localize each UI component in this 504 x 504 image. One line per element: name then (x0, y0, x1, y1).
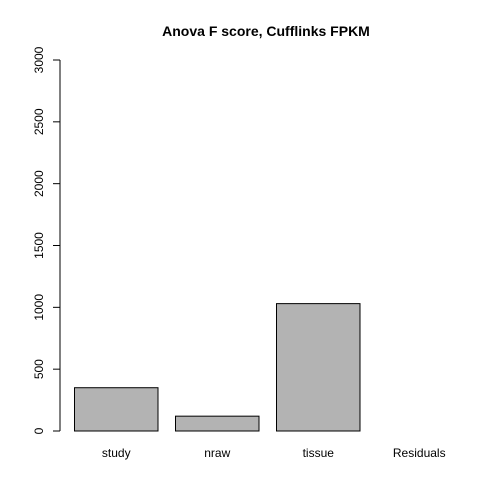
bars-layer (74, 303, 361, 432)
x-tick-label-nraw: nraw (204, 446, 230, 460)
x-tick-label-residuals: Residuals (393, 446, 446, 460)
bar-tissue (276, 303, 361, 432)
y-tick-label-2000: 2000 (32, 170, 46, 197)
y-tick-label-1000: 1000 (32, 294, 46, 321)
y-axis: 0 500 1000 1500 2000 2500 3000 (32, 46, 61, 434)
y-tick-label-2500: 2500 (32, 108, 46, 135)
x-tick-label-tissue: tissue (303, 446, 335, 460)
y-tick-label-3000: 3000 (32, 46, 46, 73)
x-axis-labels: study nraw tissue Residuals (102, 446, 446, 460)
bar-study (74, 387, 159, 432)
y-tick-label-500: 500 (32, 359, 46, 379)
y-tick-label-0: 0 (32, 427, 46, 434)
y-tick-label-1500: 1500 (32, 232, 46, 259)
x-tick-label-study: study (102, 446, 131, 460)
bar-nraw (175, 415, 260, 432)
chart-title: Anova F score, Cufflinks FPKM (162, 23, 370, 39)
